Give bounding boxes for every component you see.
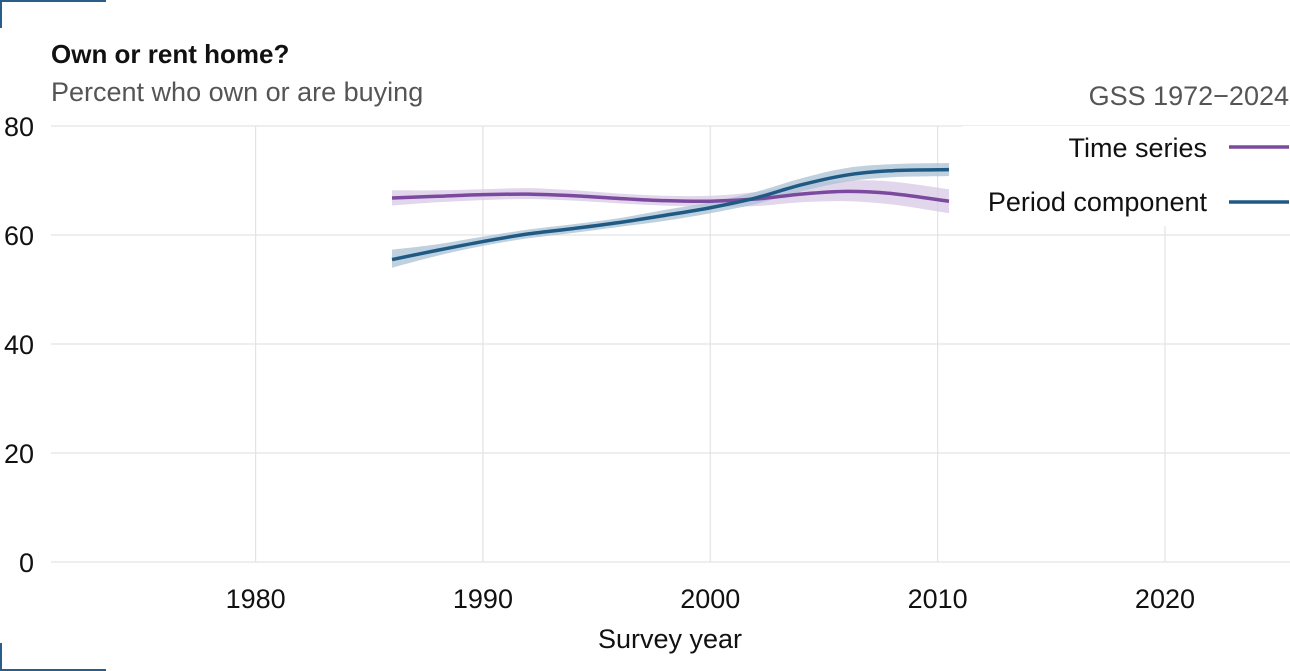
- confidence-band-time-series: [392, 180, 949, 214]
- x-tick-label-2000: 2000: [680, 584, 740, 614]
- x-tick-label-2010: 2010: [908, 584, 968, 614]
- chart-subtitle: Percent who own or are buying: [51, 77, 423, 107]
- x-axis-title: Survey year: [598, 624, 742, 654]
- series-line-period-component: [391, 167, 950, 262]
- series-line-time-series: [391, 189, 950, 204]
- corner-mark-bottom-vertical: [0, 643, 2, 671]
- legend-label-time-series: Time series: [1068, 133, 1207, 163]
- y-tick-label-40: 40: [4, 330, 34, 360]
- legend-background: [962, 126, 1290, 226]
- series-lines: [391, 167, 950, 262]
- legend-label-period-component: Period component: [988, 187, 1208, 217]
- x-tick-label-2020: 2020: [1135, 584, 1195, 614]
- y-tick-label-20: 20: [4, 439, 34, 469]
- corner-mark-top-vertical: [0, 0, 2, 28]
- y-tick-label-0: 0: [19, 548, 34, 578]
- x-tick-label-1980: 1980: [226, 584, 286, 614]
- corner-mark-top-horizontal: [0, 0, 106, 2]
- y-tick-label-60: 60: [4, 221, 34, 251]
- corner-mark-bottom-horizontal: [0, 669, 106, 671]
- x-tick-label-1990: 1990: [453, 584, 513, 614]
- tick-labels: 0 20 40 60 80 1980 1990 2000 2010 2020: [4, 112, 1195, 614]
- chart-title: Own or rent home?: [51, 39, 289, 69]
- legend: Time series Period component: [962, 126, 1290, 226]
- y-tick-label-80: 80: [4, 112, 34, 142]
- data-source-label: GSS 1972−2024: [1089, 81, 1289, 111]
